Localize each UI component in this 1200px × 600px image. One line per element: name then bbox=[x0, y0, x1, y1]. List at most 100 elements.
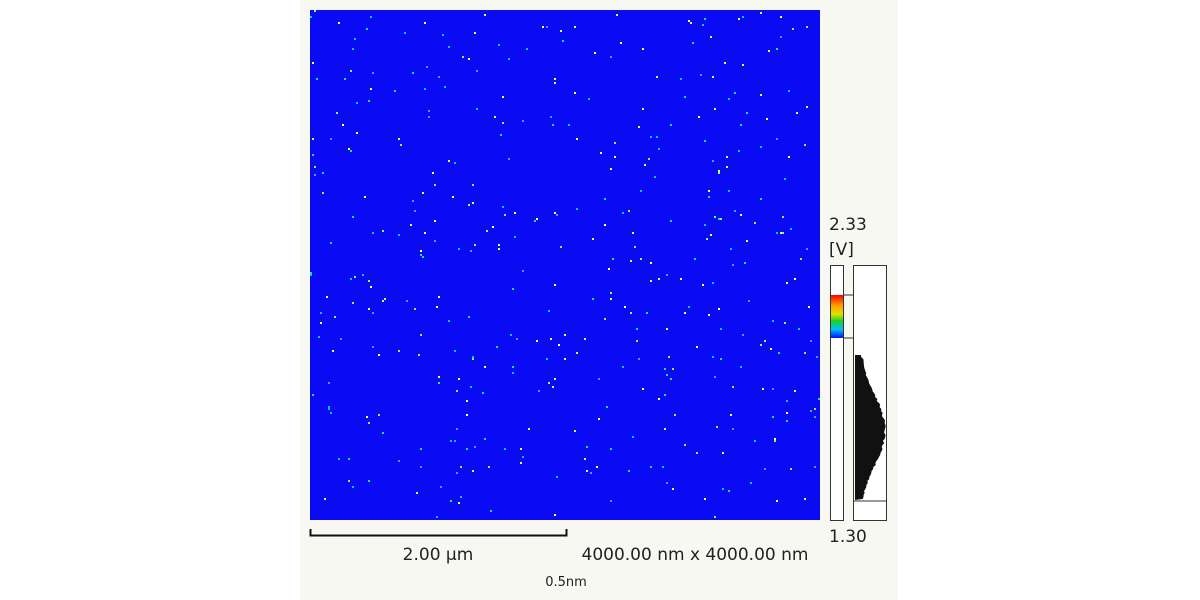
speckle bbox=[554, 78, 556, 80]
speckle bbox=[372, 312, 374, 314]
speckle bbox=[336, 112, 338, 114]
speckle bbox=[760, 94, 762, 96]
speckle bbox=[760, 12, 762, 14]
speckle bbox=[556, 214, 558, 216]
speckle bbox=[768, 50, 770, 52]
speckle bbox=[622, 366, 624, 368]
speckle bbox=[328, 406, 330, 408]
speckle bbox=[794, 390, 796, 392]
speckle bbox=[466, 414, 468, 416]
speckle bbox=[414, 308, 416, 310]
speckle bbox=[666, 274, 668, 276]
speckle bbox=[424, 88, 426, 90]
speckle bbox=[704, 140, 706, 142]
speckle bbox=[490, 510, 492, 512]
speckle bbox=[516, 338, 518, 340]
speckle bbox=[612, 258, 614, 260]
speckle bbox=[576, 352, 578, 354]
speckle bbox=[320, 322, 322, 324]
speckle bbox=[350, 278, 352, 280]
speckle bbox=[780, 36, 782, 38]
speckle bbox=[350, 70, 352, 72]
speckle bbox=[702, 24, 704, 26]
speckle bbox=[642, 388, 644, 390]
speckle bbox=[718, 218, 720, 220]
speckle bbox=[474, 32, 476, 34]
speckle bbox=[496, 346, 498, 348]
speckle bbox=[422, 256, 424, 258]
speckle bbox=[342, 124, 344, 126]
speckle bbox=[466, 448, 468, 450]
speckle bbox=[428, 116, 430, 118]
speckle bbox=[472, 202, 474, 204]
speckle bbox=[806, 26, 808, 28]
speckle bbox=[628, 470, 630, 472]
speckle bbox=[418, 354, 420, 356]
speckle bbox=[610, 56, 612, 58]
speckle bbox=[740, 366, 742, 368]
speckle bbox=[554, 284, 556, 286]
speckle bbox=[500, 134, 502, 136]
speckle bbox=[600, 152, 602, 154]
speckle bbox=[542, 26, 544, 28]
speckle bbox=[712, 160, 714, 162]
speckle bbox=[340, 338, 342, 340]
speckle bbox=[810, 410, 812, 412]
speckle bbox=[534, 220, 536, 222]
speckle bbox=[734, 92, 736, 94]
speckle bbox=[512, 372, 514, 374]
speckle bbox=[310, 274, 312, 276]
speckle bbox=[424, 232, 426, 234]
speckle bbox=[710, 234, 712, 236]
speckle bbox=[448, 46, 450, 48]
speckle bbox=[504, 214, 506, 216]
speckle bbox=[472, 356, 474, 358]
speckle bbox=[498, 248, 500, 250]
speckle bbox=[438, 76, 440, 78]
speckle bbox=[484, 438, 486, 440]
speckle bbox=[404, 32, 406, 34]
speckle bbox=[658, 148, 660, 150]
speckle bbox=[560, 30, 562, 32]
speckle bbox=[514, 236, 516, 238]
speckle bbox=[784, 322, 786, 324]
speckle bbox=[372, 346, 374, 348]
speckle bbox=[548, 382, 550, 384]
speckle bbox=[704, 498, 706, 500]
speckle bbox=[552, 124, 554, 126]
speckle bbox=[614, 156, 616, 158]
speckle bbox=[760, 198, 762, 200]
speckle bbox=[470, 250, 472, 252]
speckle bbox=[338, 458, 340, 460]
speckle bbox=[576, 208, 578, 210]
speckle bbox=[576, 138, 578, 140]
speckle bbox=[722, 488, 724, 490]
speckle bbox=[664, 394, 666, 396]
speckle bbox=[646, 312, 648, 314]
speckle bbox=[458, 248, 460, 250]
speckle bbox=[716, 426, 718, 428]
speckle bbox=[806, 248, 808, 250]
speckle bbox=[664, 428, 666, 430]
speckle bbox=[488, 466, 490, 468]
speckle bbox=[650, 466, 652, 468]
speckle bbox=[372, 232, 374, 234]
speckle bbox=[382, 230, 384, 232]
speckle bbox=[560, 246, 562, 248]
speckle bbox=[764, 340, 766, 342]
speckle bbox=[650, 136, 652, 138]
speckle bbox=[476, 108, 478, 110]
speckle bbox=[364, 196, 366, 198]
speckle bbox=[400, 144, 402, 146]
speckle bbox=[574, 430, 576, 432]
speckle bbox=[512, 288, 514, 290]
speckle bbox=[322, 172, 324, 174]
speckle bbox=[778, 352, 780, 354]
speckle bbox=[332, 350, 334, 352]
speckle bbox=[770, 348, 772, 350]
speckle bbox=[750, 482, 752, 484]
speckle bbox=[476, 70, 478, 72]
speckle bbox=[584, 458, 586, 460]
speckle bbox=[484, 366, 486, 368]
unit: [V] bbox=[829, 240, 854, 260]
